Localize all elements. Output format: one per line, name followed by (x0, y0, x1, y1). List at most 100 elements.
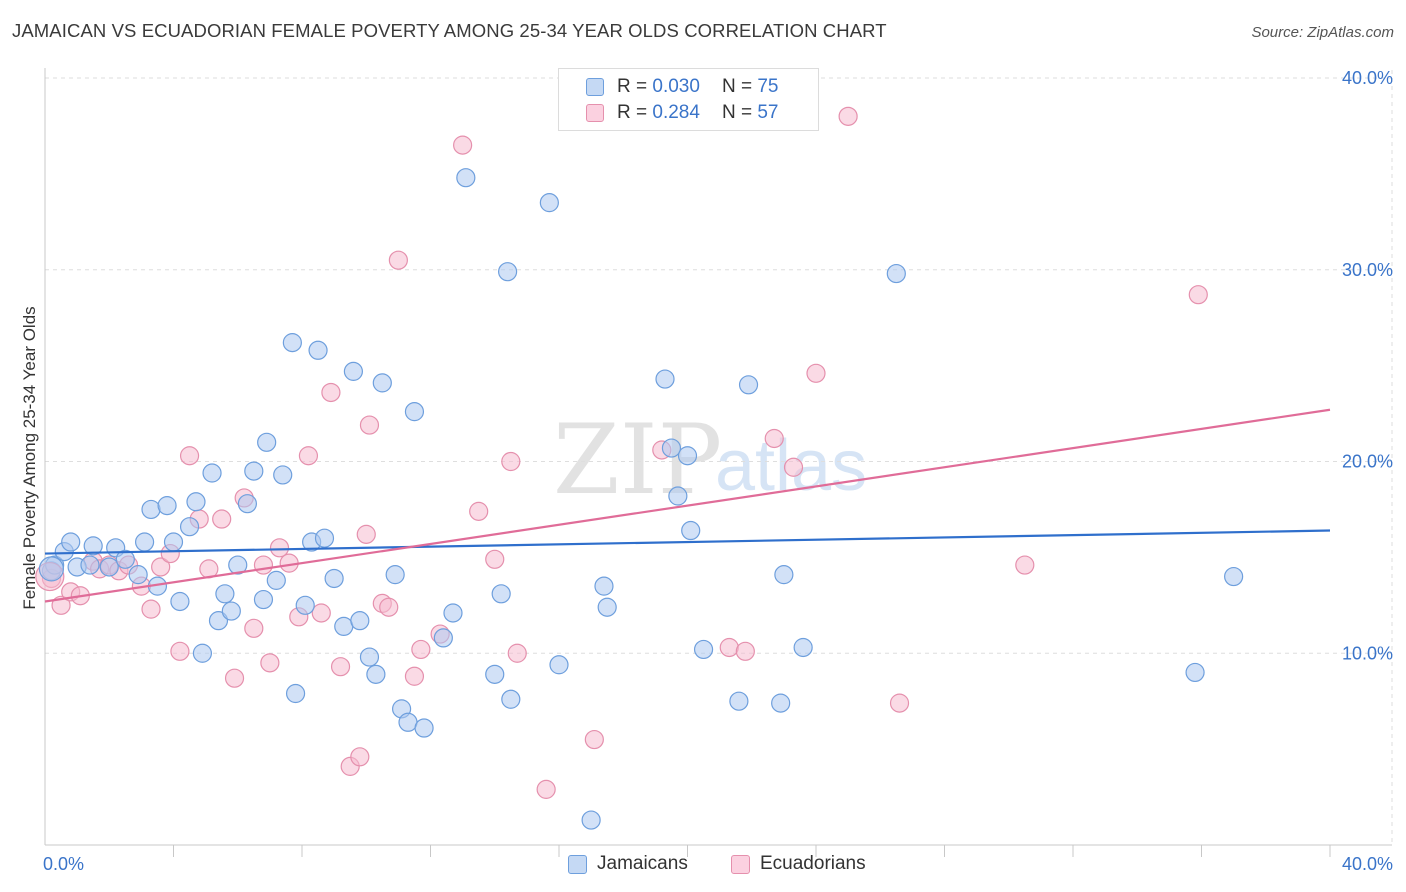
data-point-ecuadorians (719, 637, 739, 658)
data-point-jamaicans (661, 438, 682, 458)
data-point-jamaicans (314, 528, 335, 548)
chart-title: JAMAICAN VS ECUADORIAN FEMALE POVERTY AM… (12, 20, 887, 41)
legend-n-value: 75 (757, 76, 779, 97)
tick-labels: 10.0% 20.0% 30.0% 40.0% 0.0% 40.0% (43, 68, 1393, 874)
data-point-jamaicans (179, 517, 200, 537)
data-point-jamaicans (163, 532, 184, 552)
data-point-ecuadorians (170, 641, 190, 661)
data-point-jamaicans (366, 664, 386, 684)
data-point-jamaicans (501, 689, 521, 709)
data-point-ecuadorians (350, 747, 370, 767)
bottom-legend-swatch-ecuadorians (731, 854, 750, 874)
data-point-ecuadorians (269, 538, 290, 558)
legend-r-label: R = (617, 102, 648, 123)
data-point-ecuadorians (359, 415, 380, 435)
bottom-legend-label: Jamaicans (597, 853, 688, 874)
axes (44, 68, 1392, 857)
y-tick-label: 30.0% (1342, 260, 1393, 280)
data-point-jamaicans (1185, 662, 1205, 683)
data-point-jamaicans (404, 402, 425, 422)
data-point-jamaicans (433, 628, 453, 648)
legend-row-ecuadorians: R = 0.284 N = 57 (586, 101, 778, 125)
data-point-jamaicans (257, 432, 277, 452)
x-tick-label: 40.0% (1342, 854, 1393, 874)
data-point-jamaicans (253, 589, 274, 610)
watermark-zip: ZIP (553, 404, 722, 516)
data-point-jamaicans (343, 361, 363, 381)
x-tick-label: 0.0% (43, 854, 84, 874)
data-point-jamaicans (134, 532, 155, 552)
data-point-ecuadorians (330, 657, 351, 677)
y-tick-label: 40.0% (1342, 68, 1393, 88)
data-point-jamaicans (485, 664, 505, 684)
data-points (35, 106, 1244, 830)
data-point-jamaicans (729, 691, 749, 711)
data-point-jamaicans (324, 568, 344, 589)
data-point-jamaicans (681, 520, 701, 541)
data-point-jamaicans (170, 591, 190, 612)
data-point-jamaicans (414, 718, 434, 738)
legend-swatch-jamaicans (586, 78, 604, 96)
data-point-jamaicans (372, 373, 392, 393)
data-point-jamaicans (1224, 566, 1244, 587)
data-point-jamaicans (385, 565, 405, 585)
data-point-jamaicans (549, 655, 569, 675)
y-tick-label: 20.0% (1342, 452, 1393, 472)
data-point-ecuadorians (224, 668, 245, 688)
data-point-jamaicans (456, 168, 476, 188)
trend-lines (44, 408, 1331, 603)
stats-legend: R = 0.030 N = 75 R = 0.284 N = 57 (558, 68, 819, 131)
legend-n-label: N = (721, 76, 753, 97)
data-point-jamaicans (491, 584, 511, 604)
data-point-jamaicans (266, 570, 286, 590)
data-point-jamaicans (285, 683, 306, 704)
data-point-ecuadorians (764, 428, 784, 449)
data-point-ecuadorians (507, 643, 527, 663)
data-point-jamaicans (80, 555, 100, 575)
data-point-ecuadorians (311, 603, 331, 623)
data-point-ecuadorians (388, 250, 408, 270)
data-point-jamaicans (186, 492, 206, 512)
data-point-ecuadorians (321, 382, 341, 403)
legend-r-label: R = (617, 76, 648, 97)
data-point-jamaicans (793, 637, 813, 658)
data-point-jamaicans (597, 597, 617, 617)
data-point-jamaicans (677, 446, 698, 466)
data-point-ecuadorians (411, 639, 431, 660)
data-point-ecuadorians (1188, 285, 1208, 305)
data-point-jamaicans (273, 465, 293, 485)
data-point-ecuadorians (735, 641, 755, 661)
data-point-jamaicans (771, 693, 791, 713)
data-point-ecuadorians (536, 779, 556, 799)
data-point-jamaicans (128, 565, 148, 585)
legend-row-jamaicans: R = 0.030 N = 75 (586, 75, 778, 99)
data-point-jamaicans (308, 340, 328, 360)
data-point-ecuadorians (838, 106, 858, 126)
data-point-jamaicans (215, 584, 235, 604)
legend-n-value: 57 (757, 102, 779, 123)
data-point-ecuadorians (260, 653, 280, 673)
data-point-jamaicans (38, 556, 65, 582)
data-point-ecuadorians (1015, 555, 1035, 575)
data-point-jamaicans (738, 375, 759, 395)
data-point-jamaicans (350, 611, 370, 631)
y-tick-label: 10.0% (1342, 643, 1393, 663)
bottom-legend-ecuadorians: Ecuadorians (731, 852, 866, 876)
data-point-ecuadorians (151, 557, 171, 577)
data-point-ecuadorians (212, 509, 232, 529)
data-point-jamaicans (774, 565, 794, 585)
data-point-jamaicans (228, 555, 248, 575)
data-point-jamaicans (886, 263, 906, 284)
data-point-jamaicans (208, 611, 229, 631)
data-point-ecuadorians (253, 555, 274, 575)
data-point-jamaicans (83, 536, 103, 556)
data-point-jamaicans (192, 643, 213, 663)
data-point-jamaicans (237, 494, 257, 514)
data-point-jamaicans (655, 369, 675, 389)
data-point-jamaicans (539, 193, 559, 213)
bottom-legend-label: Ecuadorians (760, 853, 866, 874)
bottom-legend-jamaicans: Jamaicans (568, 852, 688, 876)
data-point-jamaicans (221, 601, 241, 621)
data-point-jamaicans (398, 712, 418, 732)
